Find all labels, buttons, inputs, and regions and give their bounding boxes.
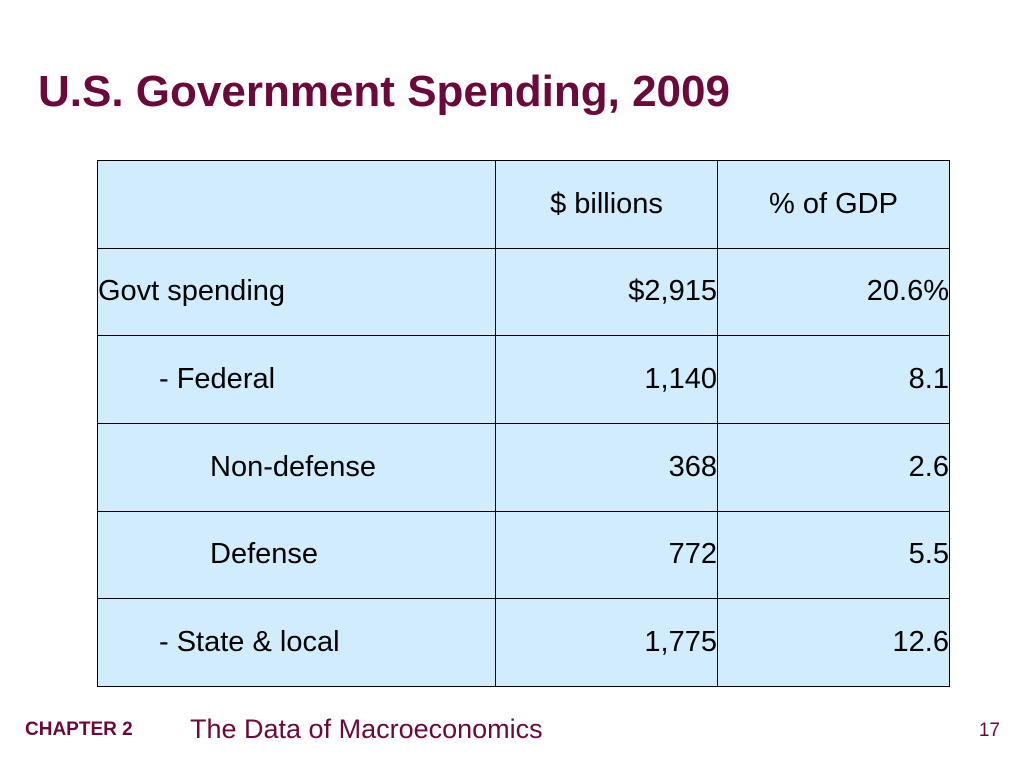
row-pct-gdp: 20.6% xyxy=(717,247,950,337)
row-label: - Federal xyxy=(97,335,496,424)
spending-table: $ billions % of GDP Govt spending $2,915… xyxy=(97,160,950,687)
row-label: - State & local xyxy=(97,598,496,687)
row-pct-gdp: 12.6 xyxy=(717,598,950,687)
table-row: Govt spending $2,915 20.6% xyxy=(97,247,950,337)
table-row: Non-defense 368 2.6 xyxy=(97,422,950,512)
header-cell-pct-gdp: % of GDP xyxy=(717,160,950,249)
slide-title: U.S. Government Spending, 2009 xyxy=(38,67,730,116)
row-pct-gdp: 2.6 xyxy=(717,422,950,512)
table-header-row: $ billions % of GDP xyxy=(97,160,950,249)
row-label: Govt spending xyxy=(97,247,496,337)
table-row: Defense 772 5.5 xyxy=(97,510,950,600)
header-cell-empty xyxy=(97,160,496,249)
row-billions: $2,915 xyxy=(495,247,718,337)
row-billions: 1,140 xyxy=(495,335,718,424)
header-cell-billions: $ billions xyxy=(495,160,718,249)
footer-subject: The Data of Macroeconomics xyxy=(190,714,543,744)
table-row: - State & local 1,775 12.6 xyxy=(97,598,950,687)
table-row: - Federal 1,140 8.1 xyxy=(97,335,950,424)
row-label: Defense xyxy=(97,510,496,600)
row-billions: 1,775 xyxy=(495,598,718,687)
row-billions: 368 xyxy=(495,422,718,512)
row-pct-gdp: 8.1 xyxy=(717,335,950,424)
row-label: Non-defense xyxy=(97,422,496,512)
footer-chapter-label: CHAPTER 2 xyxy=(25,719,133,740)
page-number: 17 xyxy=(978,720,1000,741)
row-pct-gdp: 5.5 xyxy=(717,510,950,600)
row-billions: 772 xyxy=(495,510,718,600)
